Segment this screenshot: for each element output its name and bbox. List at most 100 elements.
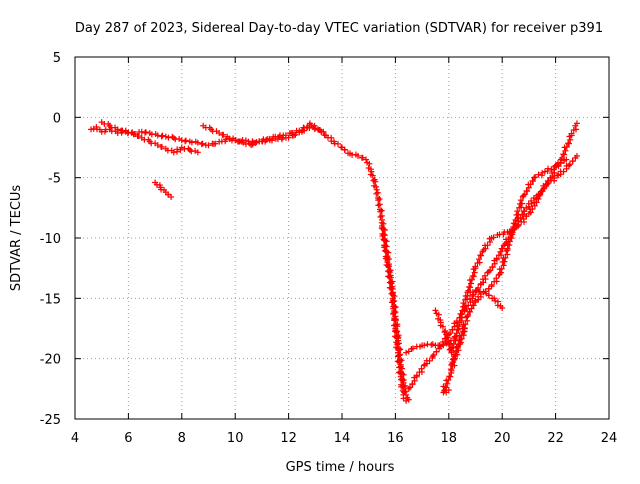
data-point: [366, 160, 373, 167]
data-point: [381, 244, 388, 251]
series-side-branch: [467, 286, 506, 311]
data-point: [384, 249, 391, 256]
data-point: [389, 295, 396, 302]
data-point: [497, 269, 504, 276]
data-point: [376, 201, 383, 208]
data-point: [205, 142, 212, 149]
x-tick-label: 16: [387, 431, 404, 446]
data-point: [514, 208, 521, 215]
y-axis-label: SDTVAR / TECUs: [9, 185, 24, 292]
data-point: [523, 187, 530, 194]
data-point: [565, 140, 572, 147]
data-point: [388, 280, 395, 287]
data-point: [494, 302, 501, 309]
data-point: [407, 384, 414, 391]
data-point: [493, 255, 500, 262]
x-tick-label: 10: [227, 431, 244, 446]
data-point: [535, 195, 542, 202]
data-point: [501, 258, 508, 265]
data-point: [341, 146, 348, 153]
data-point: [142, 129, 149, 136]
data-point: [445, 387, 452, 394]
data-point: [388, 299, 395, 306]
data-point: [386, 274, 393, 281]
data-point: [445, 341, 452, 348]
data-point: [485, 268, 492, 275]
data-point: [379, 233, 386, 240]
data-point: [401, 389, 408, 396]
data-point: [442, 327, 449, 334]
data-point: [460, 300, 467, 307]
series-late-morning-branch: [200, 122, 327, 149]
data-point: [409, 345, 416, 352]
chart-title: Day 287 of 2023, Sidereal Day-to-day VTE…: [75, 21, 603, 36]
data-point: [382, 255, 389, 262]
data-point: [517, 197, 524, 204]
data-point: [497, 248, 504, 255]
data-point: [359, 154, 366, 161]
data-point: [457, 310, 464, 317]
data-point: [490, 234, 497, 241]
series-recovery-upper: [440, 156, 570, 396]
data-point: [186, 146, 193, 153]
data-point: [445, 377, 452, 384]
data-point: [518, 200, 525, 207]
data-point: [130, 131, 137, 138]
data-point: [382, 238, 389, 245]
data-point: [405, 396, 412, 403]
data-point: [432, 307, 439, 314]
data-point: [498, 245, 505, 252]
data-point: [375, 197, 382, 204]
data-point: [403, 349, 410, 356]
data-point: [375, 202, 382, 209]
data-point: [421, 342, 428, 349]
x-tick-label: 6: [124, 431, 132, 446]
series-main-track: [88, 120, 412, 403]
data-point: [492, 297, 499, 304]
data-point: [418, 365, 425, 372]
data-point: [520, 208, 527, 215]
data-point: [506, 228, 513, 235]
data-point: [118, 127, 125, 134]
data-point: [188, 139, 195, 146]
data-point: [468, 305, 475, 312]
data-point: [563, 156, 570, 163]
y-tick-label: -20: [40, 353, 61, 368]
y-tick-label: 0: [53, 111, 61, 126]
data-point: [539, 169, 546, 176]
data-point: [560, 168, 567, 175]
data-point: [481, 272, 488, 279]
data-point: [469, 302, 476, 309]
data-point: [568, 130, 575, 137]
data-point: [493, 275, 500, 282]
data-point: [485, 292, 492, 299]
data-point: [461, 303, 468, 310]
data-point: [114, 126, 121, 133]
data-point: [544, 177, 551, 184]
ticks: 4 6 8 10 12 14 16 18 20 22 24 5 0 -5 -10 -15 -20 -25: [40, 51, 618, 446]
y-tick-label: -10: [40, 232, 61, 247]
data-point: [531, 174, 538, 181]
data-point: [464, 312, 471, 319]
data-point: [566, 161, 573, 168]
data-point: [384, 259, 391, 266]
data-point: [374, 189, 381, 196]
data-point: [385, 263, 392, 270]
data-point: [369, 172, 376, 179]
data-point: [541, 184, 548, 191]
data-point: [523, 204, 530, 211]
series-recovery-lower: [405, 152, 580, 392]
data-point: [454, 322, 461, 329]
data-point: [449, 360, 456, 367]
data-point: [373, 183, 380, 190]
data-point: [170, 149, 177, 156]
data-point: [447, 366, 454, 373]
data-point: [194, 139, 201, 146]
data-point: [557, 160, 564, 167]
data-point: [440, 383, 447, 390]
data-point: [320, 128, 327, 135]
data-point: [388, 285, 395, 292]
data-point: [461, 325, 468, 332]
data-point: [485, 285, 492, 292]
